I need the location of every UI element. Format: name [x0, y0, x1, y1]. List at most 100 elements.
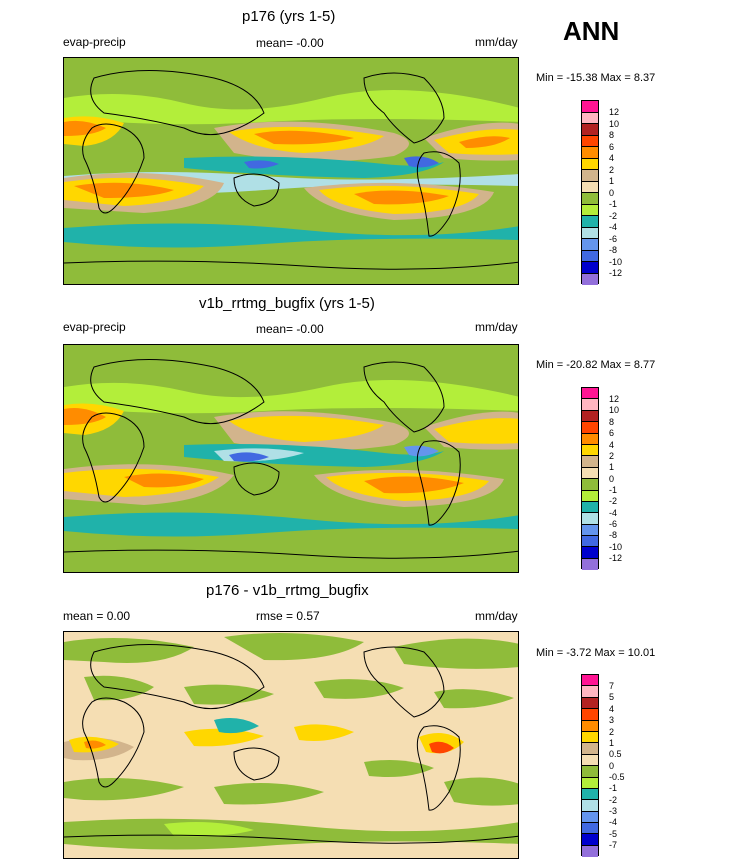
colorbar-tick-label: -3	[609, 806, 618, 816]
colorbar-tick-label: 0.5	[609, 749, 622, 759]
colorbar-tick-label: 7	[609, 681, 615, 691]
colorbar-tick-label: -12	[609, 553, 623, 563]
panel-3-colorbar-swatch	[582, 754, 598, 767]
panel-1-colorbar-swatch	[582, 158, 598, 170]
panel-2-colorbar-swatch	[582, 558, 598, 571]
panel-1-title: p176 (yrs 1-5)	[242, 8, 336, 25]
colorbar-tick-label: 8	[609, 130, 615, 140]
panel-3-colorbar-swatch	[582, 743, 598, 755]
panel-1-colorbar-swatch	[582, 124, 598, 136]
panel-2-colorbar-swatch	[582, 444, 598, 457]
colorbar-tick-label: -6	[609, 519, 618, 529]
panel-3-map	[63, 631, 519, 859]
colorbar-tick-label: -1	[609, 199, 618, 209]
colorbar-tick-label: 1	[609, 462, 615, 472]
panel-1-min-max: Min = -15.38 Max = 8.37	[536, 72, 656, 84]
panel-2-colorbar-swatch	[582, 433, 598, 445]
colorbar-tick-label: -4	[609, 508, 618, 518]
panel-1-colorbar	[581, 100, 599, 285]
panel-3-rmse-label: rmse = 0.57	[256, 609, 320, 623]
panel-3-colorbar-swatch	[582, 720, 598, 732]
panel-3-colorbar-swatch	[582, 766, 598, 778]
panel-3-colorbar-swatch	[582, 777, 598, 789]
panel-2-units-label: mm/day	[475, 320, 518, 334]
colorbar-tick-label: 4	[609, 153, 615, 163]
panel-3-colorbar	[581, 674, 599, 858]
panel-3-units-label: mm/day	[475, 609, 518, 623]
panel-3-colorbar-swatch	[582, 697, 598, 710]
panel-3-mean-label: mean = 0.00	[63, 609, 131, 623]
colorbar-tick-label: 10	[609, 119, 620, 129]
panel-2-colorbar-swatch	[582, 524, 598, 537]
colorbar-tick-label: -6	[609, 234, 618, 244]
colorbar-tick-label: -12	[609, 268, 623, 278]
panel-1-colorbar-swatch	[582, 101, 598, 113]
panel-1-colorbar-swatch	[582, 273, 598, 285]
colorbar-tick-label: 1	[609, 738, 615, 748]
colorbar-tick-label: 2	[609, 451, 615, 461]
panel-1-units-label: mm/day	[475, 35, 518, 49]
season-label: ANN	[563, 16, 620, 46]
colorbar-tick-label: 3	[609, 715, 615, 725]
colorbar-tick-label: 4	[609, 440, 615, 450]
panel-1-colorbar-swatch	[582, 170, 598, 182]
panel-2-colorbar-swatch	[582, 547, 598, 559]
panel-3-colorbar-swatch	[582, 823, 598, 835]
panel-3-colorbar-swatch	[582, 675, 598, 687]
colorbar-tick-label: 1	[609, 176, 615, 186]
colorbar-tick-label: -5	[609, 829, 618, 839]
panel-1-variable-label: evap-precip	[63, 35, 126, 49]
colorbar-tick-label: -1	[609, 485, 618, 495]
panel-3-colorbar-swatch	[582, 834, 598, 846]
colorbar-tick-label: -4	[609, 222, 618, 232]
panel-3-colorbar-swatch	[582, 845, 598, 858]
panel-3-colorbar-swatch	[582, 800, 598, 812]
colorbar-tick-label: -8	[609, 530, 618, 540]
panel-3-min-max: Min = -3.72 Max = 10.01	[536, 647, 656, 659]
colorbar-tick-label: 0	[609, 761, 615, 771]
colorbar-tick-label: -8	[609, 245, 618, 255]
panel-3-colorbar-swatch	[582, 709, 598, 721]
panel-1-colorbar-swatch	[582, 204, 598, 216]
panel-1-colorbar-swatch	[582, 216, 598, 228]
panel-2-mean-label: mean= -0.00	[256, 322, 324, 336]
panel-3-title: p176 - v1b_rrtmg_bugfix	[206, 582, 369, 599]
colorbar-tick-label: 8	[609, 417, 615, 427]
panel-3-colorbar-swatch	[582, 811, 598, 824]
panel-2-colorbar-swatch	[582, 467, 598, 480]
colorbar-tick-label: -10	[609, 257, 623, 267]
panel-2-title: v1b_rrtmg_bugfix (yrs 1-5)	[199, 295, 375, 312]
colorbar-tick-label: -2	[609, 795, 618, 805]
colorbar-tick-label: 5	[609, 692, 615, 702]
colorbar-tick-label: -2	[609, 496, 618, 506]
panel-3-colorbar-swatch	[582, 686, 598, 698]
panel-1-colorbar-swatch	[582, 239, 598, 251]
panel-1-map	[63, 57, 519, 285]
panel-2-colorbar-swatch	[582, 422, 598, 434]
panel-3-colorbar-swatch	[582, 731, 598, 744]
panel-3-colorbar-swatch	[582, 788, 598, 801]
panel-2-colorbar	[581, 387, 599, 571]
colorbar-tick-label: -0.5	[609, 772, 625, 782]
colorbar-tick-label: 2	[609, 727, 615, 737]
panel-2-colorbar-swatch	[582, 501, 598, 514]
colorbar-tick-label: 10	[609, 405, 620, 415]
colorbar-tick-label: -1	[609, 783, 618, 793]
panel-1-colorbar-swatch	[582, 262, 598, 274]
panel-1-colorbar-swatch	[582, 112, 598, 124]
panel-2-colorbar-swatch	[582, 536, 598, 548]
panel-2-colorbar-swatch	[582, 490, 598, 502]
panel-2-min-max: Min = -20.82 Max = 8.77	[536, 359, 656, 371]
colorbar-tick-label: -10	[609, 542, 623, 552]
colorbar-tick-label: -2	[609, 211, 618, 221]
panel-1-colorbar-swatch	[582, 135, 598, 147]
panel-1-mean-label: mean= -0.00	[256, 36, 324, 50]
colorbar-tick-label: 0	[609, 474, 615, 484]
panel-2-colorbar-swatch	[582, 399, 598, 411]
colorbar-tick-label: -7	[609, 840, 618, 850]
panel-1-colorbar-swatch	[582, 250, 598, 262]
panel-2-colorbar-swatch	[582, 410, 598, 423]
panel-2-colorbar-swatch	[582, 456, 598, 468]
panel-2-colorbar-swatch	[582, 513, 598, 525]
panel-1-colorbar-swatch	[582, 147, 598, 159]
